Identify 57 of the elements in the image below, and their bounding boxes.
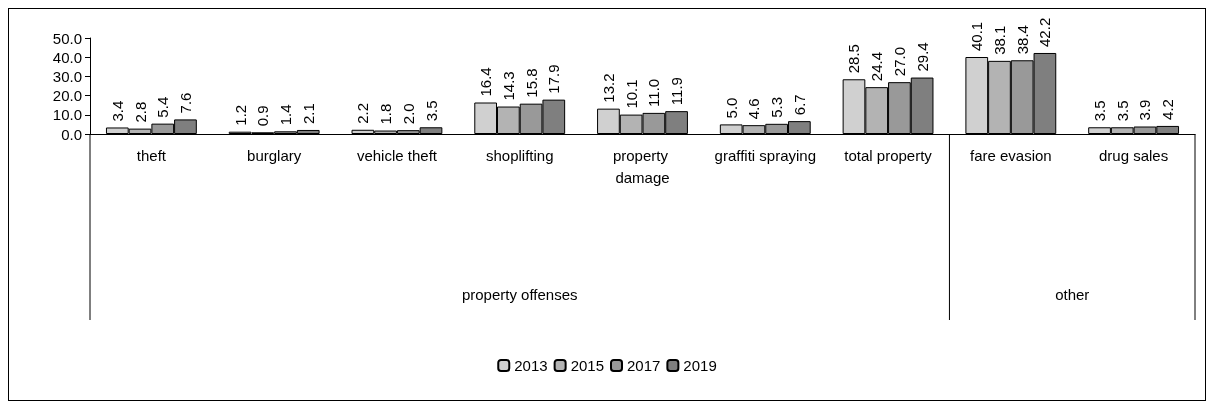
data-label: 3.9 bbox=[1136, 99, 1154, 121]
data-label: 10.1 bbox=[622, 79, 640, 109]
data-label: 2.8 bbox=[131, 101, 149, 123]
data-label: 4.2 bbox=[1159, 99, 1177, 120]
data-label: 15.8 bbox=[522, 68, 540, 98]
data-label: 2.1 bbox=[299, 103, 317, 124]
data-label: 2.0 bbox=[399, 103, 417, 125]
data-label: 5.3 bbox=[768, 96, 786, 118]
data-label: 4.6 bbox=[745, 98, 763, 120]
data-label: 16.4 bbox=[477, 67, 495, 97]
data-label: 1.2 bbox=[231, 104, 249, 126]
x-tick-label: theft bbox=[136, 146, 167, 164]
data-label: 24.4 bbox=[868, 51, 886, 82]
legend-label: 2017 bbox=[627, 357, 661, 374]
data-label: 14.3 bbox=[499, 71, 517, 101]
data-label: 0.9 bbox=[254, 105, 272, 127]
data-label: 3.4 bbox=[108, 100, 126, 122]
legend-label: 2015 bbox=[570, 357, 605, 374]
x-tick-label: shoplifting bbox=[485, 146, 554, 164]
text: other bbox=[1055, 285, 1090, 303]
data-label: 7.6 bbox=[176, 92, 194, 114]
x-tick-label: graffiti spraying bbox=[714, 146, 816, 164]
data-label: 3.5 bbox=[422, 100, 440, 122]
x-tick-label: total property bbox=[844, 146, 933, 164]
data-label: 5.4 bbox=[154, 96, 172, 118]
y-tick-label: 40.0 bbox=[52, 48, 82, 66]
data-label: 2.2 bbox=[354, 102, 372, 124]
data-label: 1.8 bbox=[377, 103, 395, 125]
data-label: 11.0 bbox=[645, 78, 663, 107]
x-tick-label: property damage bbox=[612, 146, 673, 186]
data-label: 40.1 bbox=[968, 21, 986, 52]
x-tick-label: fare evasion bbox=[969, 146, 1052, 164]
x-tick-label: drug sales bbox=[1099, 146, 1169, 164]
y-tick-label: 0.0 bbox=[61, 125, 82, 143]
text: property offenses bbox=[461, 285, 578, 303]
data-label: 38.1 bbox=[990, 25, 1008, 55]
data-label: 42.2 bbox=[1036, 17, 1054, 47]
data-label: 11.9 bbox=[668, 77, 686, 106]
data-label: 3.5 bbox=[1113, 100, 1131, 122]
y-tick-label: 20.0 bbox=[52, 87, 82, 105]
y-tick-label: 10.0 bbox=[52, 106, 82, 124]
x-tick-label: vehicle theft bbox=[356, 146, 438, 164]
data-label: 28.5 bbox=[845, 44, 863, 74]
y-tick-label: 50.0 bbox=[52, 29, 82, 47]
data-label: 38.4 bbox=[1013, 25, 1031, 55]
data-label: 29.4 bbox=[913, 42, 931, 72]
x-tick-label: burglary bbox=[247, 146, 302, 164]
data-label: 13.2 bbox=[599, 73, 617, 103]
data-label: 5.0 bbox=[722, 97, 740, 119]
data-label: 27.0 bbox=[890, 46, 908, 77]
y-tick-label: 30.0 bbox=[52, 67, 82, 85]
legend-label: 2019 bbox=[683, 357, 717, 374]
data-label: 17.9 bbox=[545, 64, 563, 94]
data-label: 1.4 bbox=[277, 104, 295, 126]
data-label: 3.5 bbox=[1091, 100, 1109, 122]
data-label: 6.7 bbox=[790, 94, 808, 116]
legend-label: 2013 bbox=[514, 357, 548, 374]
